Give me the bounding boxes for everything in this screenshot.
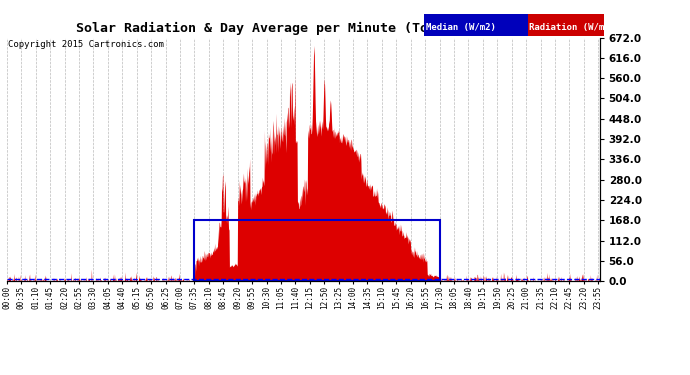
Text: Radiation (W/m2): Radiation (W/m2)	[529, 23, 615, 32]
Text: Median (W/m2): Median (W/m2)	[426, 23, 495, 32]
Title: Solar Radiation & Day Average per Minute (Today) 20151030: Solar Radiation & Day Average per Minute…	[76, 22, 531, 35]
Bar	[195, 220, 440, 281]
Text: Copyright 2015 Cartronics.com: Copyright 2015 Cartronics.com	[8, 40, 164, 49]
